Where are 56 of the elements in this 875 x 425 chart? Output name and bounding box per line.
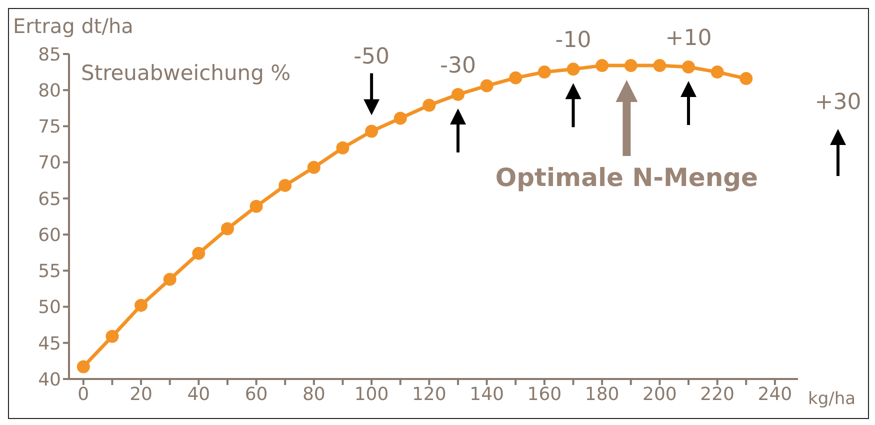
y-tick-label: 60 [38,224,61,246]
y-tick-label: 55 [38,261,61,282]
annotation: -50 [354,44,390,70]
annotation: -30 [440,53,476,78]
point [422,98,436,112]
y-tick-label: 85 [38,44,61,66]
point [365,124,378,138]
point [250,200,263,213]
point [740,72,753,86]
point [220,222,234,236]
y-axis-title: Ertrag dt/ha [13,14,134,38]
point [509,71,522,84]
y-tick-label: 75 [38,116,61,138]
x-tick-label: 240 [758,384,792,405]
point [163,272,176,286]
annotation: +10 [665,26,712,51]
point [480,79,494,92]
point [566,62,580,76]
point [653,59,666,72]
point [596,59,609,72]
annotation: Streuabweichung % [81,61,291,85]
x-tick-label: 220 [700,384,734,405]
x-tick-label: 140 [470,384,504,405]
x-tick-label: 100 [354,384,389,405]
point [624,59,638,72]
y-tick-label: 80 [38,80,61,102]
y-tick-label: 40 [38,369,61,390]
point [336,141,350,154]
point [134,298,148,312]
annotation: -10 [555,28,592,54]
point [278,178,292,192]
point [451,88,464,101]
x-tick-label: 0 [78,384,90,405]
point [394,112,407,125]
x-tick-label: 120 [412,384,446,405]
x-tick-label: 180 [584,384,620,405]
x-tick-label: 60 [244,384,268,405]
x-axis-title: kg/ha [808,389,856,409]
x-tick-label: 40 [187,384,210,405]
annotation: Optimale N-Menge [495,163,758,192]
y-tick-label: 45 [38,333,61,354]
x-tick-label: 160 [527,384,562,405]
y-tick-label: 65 [38,188,61,210]
x-tick-label: 20 [130,384,152,405]
point [710,66,724,79]
point [106,330,119,343]
x-tick-label: 80 [302,384,326,405]
x-tick-label: 200 [642,384,677,405]
y-tick-label: 70 [38,152,61,174]
point [538,66,551,79]
text: +30 [814,90,862,115]
point [307,160,320,174]
y-tick-label: 50 [38,297,61,318]
point [682,60,696,74]
point [76,360,90,374]
point [192,246,206,260]
